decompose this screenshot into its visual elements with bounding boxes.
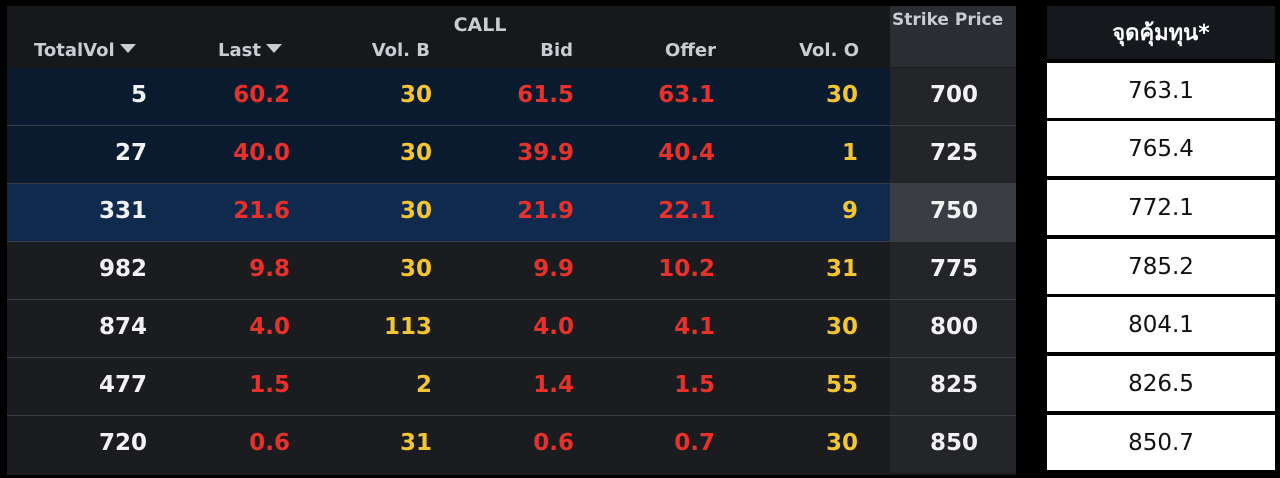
strike-cell: 825: [890, 358, 1016, 415]
header-volo[interactable]: Vol. O: [799, 40, 859, 61]
cell-bid[interactable]: 1.4: [533, 372, 574, 398]
cell-totalvol: 331: [98, 198, 147, 224]
cell-bid[interactable]: 61.5: [517, 82, 574, 108]
strike-cell: 700: [890, 68, 1016, 125]
cell-bid[interactable]: 9.9: [533, 256, 574, 282]
cell-totalvol: 874: [98, 314, 147, 340]
row-call-side: 477 1.5 2 1.4 1.5 55: [7, 358, 890, 415]
cell-volb: 31: [399, 430, 432, 456]
breakeven-cell: 804.1: [1047, 297, 1275, 352]
row-call-side: 720 0.6 31 0.6 0.7 30: [7, 416, 890, 473]
strike-value: 700: [929, 82, 978, 108]
cell-offer[interactable]: 10.2: [658, 256, 715, 282]
cell-last: 4.0: [249, 314, 290, 340]
row-call-side: 874 4.0 113 4.0 4.1 30: [7, 300, 890, 357]
option-chain-board: CALL TotalVol Last Vol. B Bid Offer Vol.…: [7, 6, 1016, 475]
cell-offer[interactable]: 1.5: [674, 372, 715, 398]
header-offer[interactable]: Offer: [665, 40, 716, 61]
cell-bid[interactable]: 4.0: [533, 314, 574, 340]
cell-last: 9.8: [249, 256, 290, 282]
row-call-side: 27 40.0 30 39.9 40.4 1: [7, 126, 890, 183]
cell-volo: 30: [825, 314, 858, 340]
table-row[interactable]: 720 0.6 31 0.6 0.7 30 850: [7, 416, 1016, 473]
breakeven-cell: 772.1: [1047, 180, 1275, 235]
cell-bid[interactable]: 0.6: [533, 430, 574, 456]
call-group-title: CALL: [453, 14, 507, 36]
cell-totalvol: 5: [130, 82, 147, 108]
strike-value: 825: [929, 372, 978, 398]
breakeven-cell: 826.5: [1047, 356, 1275, 411]
cell-volb: 30: [399, 256, 432, 282]
cell-offer[interactable]: 4.1: [674, 314, 715, 340]
table-row[interactable]: 27 40.0 30 39.9 40.4 1 725: [7, 126, 1016, 184]
strike-value: 775: [929, 256, 978, 282]
breakeven-cell: 785.2: [1047, 239, 1275, 294]
breakeven-cell: 763.1: [1047, 63, 1275, 118]
row-call-side: 331 21.6 30 21.9 22.1 9: [7, 184, 890, 241]
breakeven-cell: 765.4: [1047, 121, 1275, 176]
strike-value: 800: [929, 314, 978, 340]
table-row[interactable]: 982 9.8 30 9.9 10.2 31 775: [7, 242, 1016, 300]
header-volb[interactable]: Vol. B: [371, 40, 430, 61]
table-row[interactable]: 874 4.0 113 4.0 4.1 30 800: [7, 300, 1016, 358]
sort-caret-down-icon[interactable]: [265, 44, 282, 53]
cell-offer[interactable]: 22.1: [658, 198, 715, 224]
strike-cell: 775: [890, 242, 1016, 299]
cell-offer[interactable]: 0.7: [674, 430, 715, 456]
breakeven-cell: 850.7: [1047, 415, 1275, 470]
call-header: CALL TotalVol Last Vol. B Bid Offer Vol.…: [7, 6, 890, 67]
header-totalvol[interactable]: TotalVol: [34, 40, 136, 61]
header-last-label: Last: [218, 40, 261, 61]
cell-bid[interactable]: 39.9: [517, 140, 574, 166]
strike-value: 725: [929, 140, 978, 166]
strike-cell: 800: [890, 300, 1016, 357]
cell-volo: 55: [825, 372, 858, 398]
cell-volo: 30: [825, 430, 858, 456]
table-row[interactable]: 331 21.6 30 21.9 22.1 9 750: [7, 184, 1016, 242]
breakeven-header: จุดคุ้มทุน*: [1047, 6, 1275, 59]
cell-last: 0.6: [249, 430, 290, 456]
strike-price-header: Strike Price: [890, 6, 1016, 67]
cell-volb: 30: [399, 198, 432, 224]
cell-totalvol: 27: [114, 140, 147, 166]
header-bid[interactable]: Bid: [540, 40, 573, 61]
cell-totalvol: 477: [98, 372, 147, 398]
cell-volb: 30: [399, 82, 432, 108]
strike-cell: 850: [890, 416, 1016, 473]
cell-offer[interactable]: 63.1: [658, 82, 715, 108]
table-row[interactable]: 477 1.5 2 1.4 1.5 55 825: [7, 358, 1016, 416]
cell-volb: 2: [415, 372, 432, 398]
cell-totalvol: 720: [98, 430, 147, 456]
cell-volo: 1: [841, 140, 858, 166]
strike-cell: 725: [890, 126, 1016, 183]
header-totalvol-label: TotalVol: [34, 40, 115, 61]
cell-volo: 9: [841, 198, 858, 224]
sort-caret-down-icon[interactable]: [119, 44, 136, 53]
table-row[interactable]: 5 60.2 30 61.5 63.1 30 700: [7, 68, 1016, 126]
strike-value: 850: [929, 430, 978, 456]
header-last[interactable]: Last: [218, 40, 282, 61]
cell-last: 40.0: [233, 140, 290, 166]
cell-last: 21.6: [233, 198, 290, 224]
strike-price-label: Strike Price: [892, 10, 1004, 30]
cell-last: 1.5: [249, 372, 290, 398]
cell-volb: 113: [383, 314, 432, 340]
strike-cell: 750: [890, 184, 1016, 241]
cell-bid[interactable]: 21.9: [517, 198, 574, 224]
row-call-side: 982 9.8 30 9.9 10.2 31: [7, 242, 890, 299]
strike-value: 750: [929, 198, 978, 224]
cell-volo: 30: [825, 82, 858, 108]
cell-totalvol: 982: [98, 256, 147, 282]
row-call-side: 5 60.2 30 61.5 63.1 30: [7, 68, 890, 125]
cell-last: 60.2: [233, 82, 290, 108]
cell-offer[interactable]: 40.4: [658, 140, 715, 166]
cell-volb: 30: [399, 140, 432, 166]
cell-volo: 31: [825, 256, 858, 282]
